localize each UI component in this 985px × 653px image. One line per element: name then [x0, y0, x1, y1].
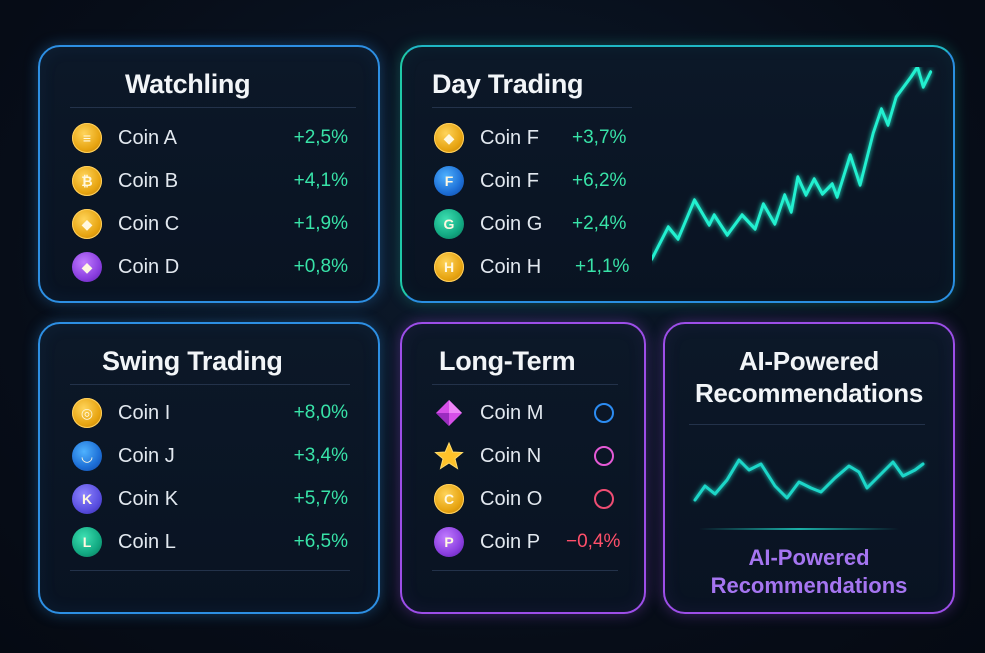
change-value: +2,4%	[572, 213, 627, 234]
change-value: +5,7%	[293, 488, 348, 509]
watchlist-divider	[70, 107, 356, 108]
coin-f-blue-icon: F	[434, 166, 464, 196]
ai-recommendations-card: AI-Powered Recommendations AI-Powered Re…	[663, 322, 955, 614]
coin-l-icon: L	[72, 527, 102, 557]
day-trading-divider	[432, 107, 632, 108]
coin-m-diamond-icon	[436, 400, 462, 426]
long-term-row[interactable]: Coin M	[434, 398, 543, 428]
ring-red-icon	[594, 489, 614, 509]
ai-subtitle-line2: Recommendations	[710, 573, 908, 598]
ai-divider	[689, 424, 925, 425]
coin-b-icon: ₿	[72, 166, 102, 196]
coin-name: Coin K	[118, 487, 179, 510]
coin-f-gold-icon: ◆	[434, 123, 464, 153]
long-term-row[interactable]: C Coin O	[434, 484, 542, 514]
coin-name: Coin H	[480, 255, 542, 278]
change-value: +0,8%	[293, 256, 348, 277]
coin-name: Coin L	[118, 530, 176, 553]
long-term-title: Long-Term	[439, 346, 576, 376]
coin-i-icon: ◎	[72, 398, 102, 428]
ring-blue-icon	[594, 403, 614, 423]
ai-title-line2: Recommendations	[694, 378, 924, 408]
watchlist-row[interactable]: ₿ Coin B	[72, 166, 178, 196]
ai-subtitle-line1: AI-Powered	[748, 545, 870, 570]
coin-name: Coin J	[118, 444, 175, 467]
swing-trading-bottom-divider	[70, 570, 350, 571]
ai-chart-baseline	[699, 528, 899, 530]
change-value: +1,9%	[293, 213, 348, 234]
change-value: +2,5%	[293, 127, 348, 148]
coin-a-icon: ≡	[72, 123, 102, 153]
ai-recommendation-chart	[693, 458, 925, 530]
coin-name: Coin D	[118, 255, 180, 278]
swing-trading-divider	[70, 384, 350, 385]
watchlist-row[interactable]: ◆ Coin D	[72, 252, 179, 282]
change-value: +8,0%	[293, 402, 348, 423]
coin-name: Coin C	[118, 212, 180, 235]
day-trading-row[interactable]: F Coin F	[434, 166, 539, 196]
watchlist-row[interactable]: ≡ Coin A	[72, 123, 177, 153]
day-trading-title: Day Trading	[432, 69, 584, 99]
coin-name: Coin N	[480, 444, 542, 467]
day-trading-card: Day Trading ◆ Coin F +3,7% F Coin F +6,2…	[400, 45, 955, 303]
change-value: +6,2%	[572, 170, 627, 191]
swing-trading-row[interactable]: ◡ Coin J	[72, 441, 175, 471]
long-term-row[interactable]: P Coin P	[434, 527, 540, 557]
coin-j-icon: ◡	[72, 441, 102, 471]
long-term-divider	[432, 384, 618, 385]
coin-name: Coin B	[118, 169, 179, 192]
day-trading-row[interactable]: G Coin G	[434, 209, 542, 239]
coin-name: Coin I	[118, 401, 171, 424]
coin-name: Coin F	[480, 126, 539, 149]
swing-trading-card: Swing Trading ◎ Coin I +8,0% ◡ Coin J +3…	[38, 322, 380, 614]
change-value: −0,4%	[566, 531, 621, 552]
change-value: +6,5%	[293, 531, 348, 552]
swing-trading-title: Swing Trading	[102, 346, 283, 376]
coin-c-icon: ◆	[72, 209, 102, 239]
swing-trading-row[interactable]: K Coin K	[72, 484, 178, 514]
day-trading-trend-line	[652, 67, 933, 261]
coin-name: Coin F	[480, 169, 539, 192]
coin-k-icon: K	[72, 484, 102, 514]
coin-name: Coin P	[480, 530, 541, 553]
change-value: +1,1%	[575, 256, 630, 277]
long-term-card: Long-Term Coin M Coin N C Coin O P Coin …	[400, 322, 646, 614]
coin-h-icon: H	[434, 252, 464, 282]
change-value: +4,1%	[293, 170, 348, 191]
day-trading-row[interactable]: ◆ Coin F	[434, 123, 539, 153]
coin-name: Coin O	[480, 487, 543, 510]
long-term-bottom-divider	[432, 570, 618, 571]
coin-n-star-icon	[434, 441, 464, 470]
day-trading-trend-chart	[652, 67, 933, 261]
ring-pink-icon	[594, 446, 614, 466]
watchlist-card: Watchling ≡ Coin A +2,5% ₿ Coin B +4,1% …	[38, 45, 380, 303]
swing-trading-row[interactable]: ◎ Coin I	[72, 398, 170, 428]
coin-name: Coin M	[480, 401, 544, 424]
change-value: +3,7%	[572, 127, 627, 148]
coin-g-icon: G	[434, 209, 464, 239]
ai-recommendation-line	[693, 458, 925, 502]
coin-name: Coin G	[480, 212, 543, 235]
long-term-row[interactable]: Coin N	[434, 441, 541, 471]
coin-name: Coin A	[118, 126, 177, 149]
day-trading-row[interactable]: H Coin H	[434, 252, 541, 282]
watchlist-row[interactable]: ◆ Coin C	[72, 209, 179, 239]
swing-trading-row[interactable]: L Coin L	[72, 527, 176, 557]
ai-title-line1: AI-Powered	[738, 346, 880, 376]
coin-p-icon: P	[434, 527, 464, 557]
coin-o-icon: C	[434, 484, 464, 514]
watchlist-title: Watchling	[125, 69, 251, 99]
change-value: +3,4%	[293, 445, 348, 466]
coin-d-icon: ◆	[72, 252, 102, 282]
